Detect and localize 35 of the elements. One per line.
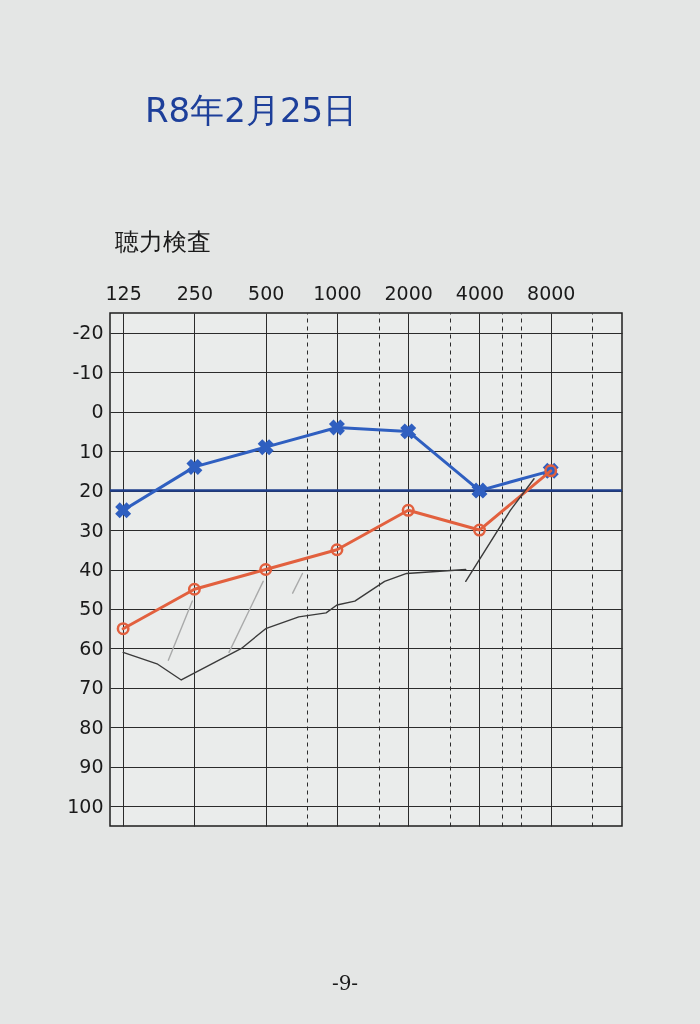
point (187, 582, 201, 596)
x-tick-label: 4000 (455, 281, 505, 304)
point (471, 482, 488, 499)
y-tick-label: 70 (79, 676, 104, 699)
text: -9- (331, 971, 359, 995)
x-tick-label: 8000 (527, 281, 576, 304)
chart-title: R8年2月25日 (145, 90, 358, 130)
x-tick-label: 1000 (313, 281, 362, 304)
chart-subtitle: 聴力検査 (115, 228, 211, 256)
y-tick-label: 100 (67, 794, 104, 817)
y-tick-label: 90 (79, 755, 104, 778)
y-tick-label: -10 (72, 360, 104, 383)
x-tick-label: 500 (248, 281, 285, 304)
point (186, 458, 203, 475)
y-tick-label: 80 (79, 715, 104, 738)
x-tick-label: 250 (176, 281, 214, 304)
point (259, 563, 273, 576)
y-tick-label: 10 (79, 439, 104, 462)
y-tick-label: 20 (79, 479, 104, 502)
point (328, 419, 345, 436)
x-tick-label: 125 (105, 281, 142, 304)
point (472, 523, 486, 537)
point (115, 502, 132, 519)
y-tick-label: 30 (79, 518, 104, 541)
point (400, 423, 417, 440)
y-tick-label: -20 (72, 321, 104, 344)
y-tick-label: 50 (79, 597, 104, 620)
y-tick-label: 60 (79, 636, 104, 659)
point (401, 503, 415, 517)
point (330, 543, 344, 557)
point (257, 439, 274, 456)
x-tick-label: 2000 (384, 281, 433, 304)
y-tick-label: 40 (79, 558, 104, 580)
point (116, 622, 130, 636)
y-tick-label: 0 (91, 400, 104, 423)
